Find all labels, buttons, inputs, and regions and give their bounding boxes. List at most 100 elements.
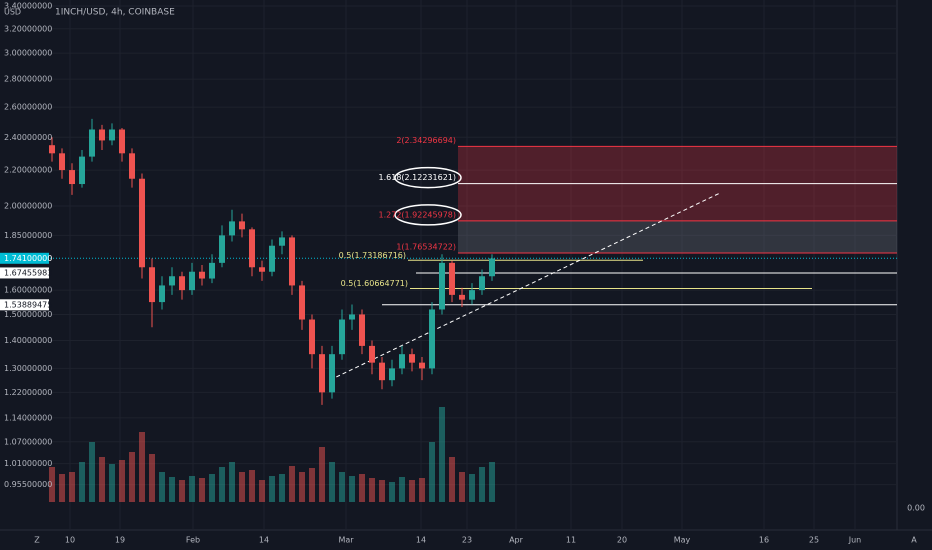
volume-bar xyxy=(109,464,115,502)
candle-body xyxy=(439,262,445,310)
volume-bar xyxy=(239,472,245,502)
grid xyxy=(50,0,897,530)
candle-body xyxy=(129,153,135,179)
annotation-circle xyxy=(394,166,462,189)
x-tick-label: 11 xyxy=(566,536,576,545)
candle-body xyxy=(299,285,305,320)
volume-bar xyxy=(99,457,105,502)
currency-label: USD xyxy=(4,8,21,17)
candle-body xyxy=(429,309,435,369)
x-tick-label: Jun xyxy=(848,536,862,545)
volume-bar xyxy=(379,480,385,502)
volume-bar xyxy=(89,442,95,502)
drawings xyxy=(50,145,897,381)
x-tick-label: 23 xyxy=(462,536,472,545)
retracement-label: 0.5(1.73186716) xyxy=(339,251,406,260)
candle-body xyxy=(369,345,375,363)
volume-bar xyxy=(309,468,315,502)
candles xyxy=(49,118,495,405)
candle-body xyxy=(339,319,345,355)
x-tick-label: Feb xyxy=(186,536,200,545)
y-tick-label: 1.50000000 xyxy=(4,310,52,319)
volume-bar xyxy=(339,472,345,502)
candle-body xyxy=(169,276,175,286)
volume-bar xyxy=(259,480,265,502)
fib-label: 1(1.76534722) xyxy=(396,243,456,252)
volume-bar xyxy=(169,477,175,502)
volume-bar xyxy=(289,466,295,502)
candle-body xyxy=(479,276,485,291)
candle-body xyxy=(89,129,95,157)
x-tick-label: 19 xyxy=(115,536,125,545)
volume-bar xyxy=(59,474,65,502)
volume-bar xyxy=(79,462,85,502)
symbol-title: 1INCH/USD, 4h, COINBASE xyxy=(55,8,175,18)
y-tick-label: 2.20000000 xyxy=(4,166,52,175)
candle-body xyxy=(99,129,105,141)
candle-body xyxy=(199,271,205,279)
volume-bar xyxy=(319,447,325,502)
y-tick-label: 1.30000000 xyxy=(4,364,52,373)
y-tick-label: 2.40000000 xyxy=(4,133,52,142)
candle-body xyxy=(489,258,495,277)
y-tick-label: 1.40000000 xyxy=(4,336,52,345)
volume-bar xyxy=(229,462,235,502)
candle-body xyxy=(349,314,355,320)
candle-body xyxy=(149,267,155,303)
volume-bar xyxy=(429,442,435,502)
candle-body xyxy=(229,221,235,236)
candle-body xyxy=(399,354,405,369)
icon-z[interactable]: Z xyxy=(34,536,40,545)
volume-bar xyxy=(399,477,405,502)
fib-zone xyxy=(458,220,897,254)
price-marker-bg xyxy=(0,252,49,264)
candle-body xyxy=(109,129,115,141)
volume-bar xyxy=(469,474,475,502)
y-tick-label: 1.60000000 xyxy=(4,286,52,295)
y-tick-label: 2.80000000 xyxy=(4,75,52,84)
candle-body xyxy=(259,267,265,272)
volume-bar xyxy=(459,472,465,502)
x-tick-label: Mar xyxy=(338,536,354,545)
candle-body xyxy=(329,354,335,393)
candle-body xyxy=(119,129,125,154)
candle-body xyxy=(409,354,415,363)
candle-body xyxy=(279,237,285,246)
retracement-label: 0.5(1.60664771) xyxy=(341,279,408,288)
candle-body xyxy=(219,235,225,263)
y-tick-label: 1.22000000 xyxy=(4,388,52,397)
icon-a[interactable]: A xyxy=(911,536,917,545)
y-tick-label: 1.85000000 xyxy=(4,231,52,240)
candle-body xyxy=(49,145,55,154)
fib-label: 1.618(2.12231621) xyxy=(379,173,457,182)
volume-bar xyxy=(149,454,155,502)
x-tick-label: 10 xyxy=(65,536,75,545)
volume-bar xyxy=(329,462,335,502)
volume-bar xyxy=(269,476,275,502)
x-tick-label: 25 xyxy=(809,536,819,545)
annotation-circle xyxy=(394,204,462,226)
x-tick-label: 14 xyxy=(416,536,426,545)
candle-body xyxy=(159,285,165,303)
volume-bar xyxy=(199,478,205,502)
volume-bar xyxy=(219,467,225,502)
candle-body xyxy=(389,368,395,381)
candle-body xyxy=(469,290,475,300)
x-tick-label: 16 xyxy=(759,536,769,545)
candle-body xyxy=(269,245,275,272)
price-marker-bg xyxy=(0,267,49,279)
candle-body xyxy=(69,170,75,185)
volume-bar xyxy=(119,460,125,502)
volume-bar xyxy=(389,482,395,502)
candle-body xyxy=(189,271,195,291)
volume-bar xyxy=(359,474,365,502)
volume-bar xyxy=(409,480,415,502)
candle-body xyxy=(459,294,465,300)
price-marker-bg xyxy=(0,299,49,311)
candle-body xyxy=(239,221,245,230)
candle-body xyxy=(59,153,65,171)
candle-body xyxy=(289,237,295,286)
candle-body xyxy=(379,362,385,381)
candle-body xyxy=(309,319,315,355)
